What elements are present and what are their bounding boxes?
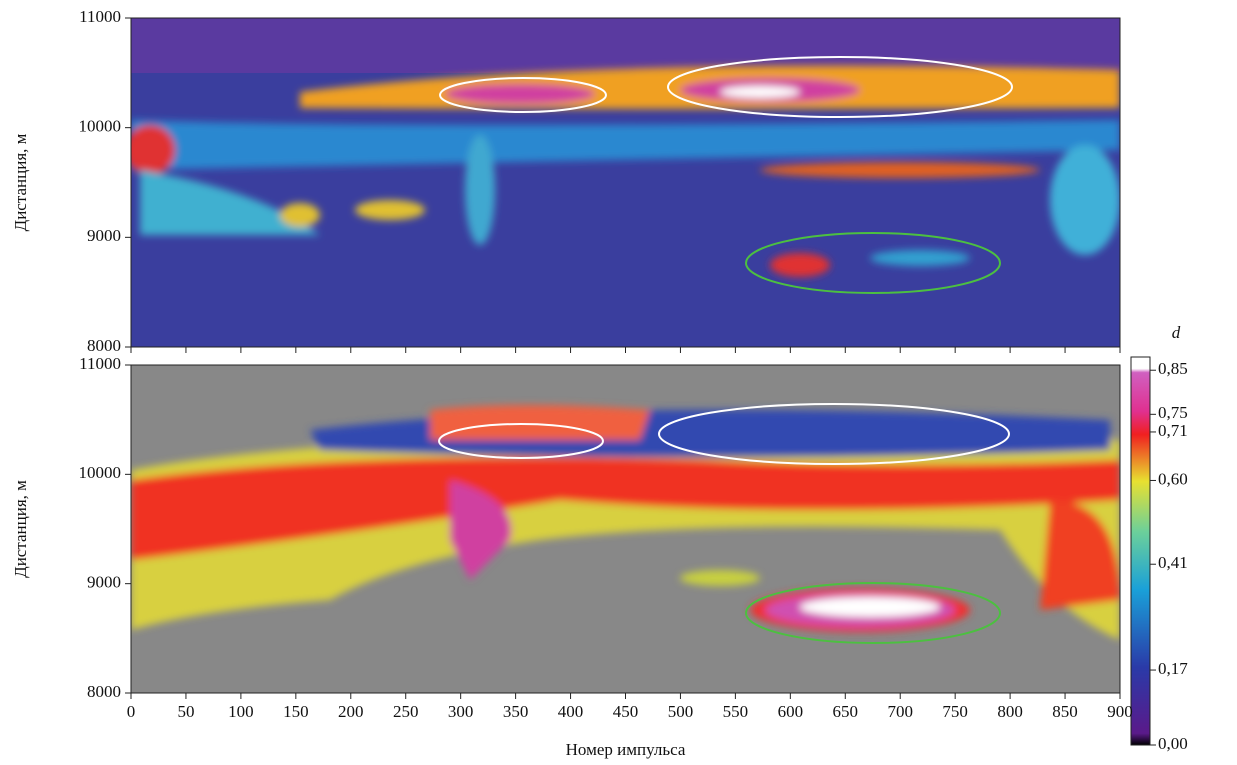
x-tick-label: 350 (503, 702, 529, 721)
x-tick-label: 650 (833, 702, 859, 721)
heatmap-image (131, 365, 1120, 693)
colorbar-tick-label: 0,75 (1158, 403, 1188, 422)
y-axis-label: Дистанция, м (11, 133, 30, 231)
x-tick-label: 900 (1107, 702, 1133, 721)
y-tick-label: 8000 (87, 336, 121, 355)
heatmap-image (131, 18, 1120, 347)
y-tick-label: 11000 (79, 354, 121, 373)
x-tick-label: 550 (723, 702, 749, 721)
x-tick-label: 100 (228, 702, 254, 721)
x-tick-label: 500 (668, 702, 694, 721)
y-tick-label: 9000 (87, 226, 121, 245)
x-tick-label: 600 (778, 702, 804, 721)
y-tick-label: 9000 (87, 573, 121, 592)
x-tick-label: 300 (448, 702, 474, 721)
x-tick-label: 750 (942, 702, 968, 721)
colorbar (1130, 356, 1151, 746)
y-tick-label: 10000 (79, 117, 122, 136)
x-tick-label: 0 (127, 702, 136, 721)
y-axis-label: Дистанция, м (11, 480, 30, 578)
y-tick-label: 8000 (87, 682, 121, 701)
colorbar-tick-label: 0,60 (1158, 469, 1188, 488)
x-tick-label: 150 (283, 702, 309, 721)
x-tick-label: 400 (558, 702, 584, 721)
x-tick-label: 800 (997, 702, 1023, 721)
colorbar-tick-label: 0,00 (1158, 734, 1188, 753)
x-tick-label: 850 (1052, 702, 1078, 721)
colorbar-tick-label: 0,41 (1158, 553, 1188, 572)
x-tick-label: 50 (177, 702, 194, 721)
y-tick-label: 11000 (79, 7, 121, 26)
colorbar-label: d (1172, 323, 1181, 342)
y-tick-label: 10000 (79, 463, 122, 482)
x-tick-label: 450 (613, 702, 639, 721)
x-tick-label: 700 (887, 702, 913, 721)
colorbar-tick-label: 0,71 (1158, 421, 1188, 440)
colorbar-tick-label: 0,17 (1158, 659, 1188, 678)
x-axis-label: Номер импульса (566, 740, 686, 759)
colorbar-tick-label: 0,85 (1158, 359, 1188, 378)
x-tick-label: 200 (338, 702, 364, 721)
x-tick-label: 250 (393, 702, 419, 721)
